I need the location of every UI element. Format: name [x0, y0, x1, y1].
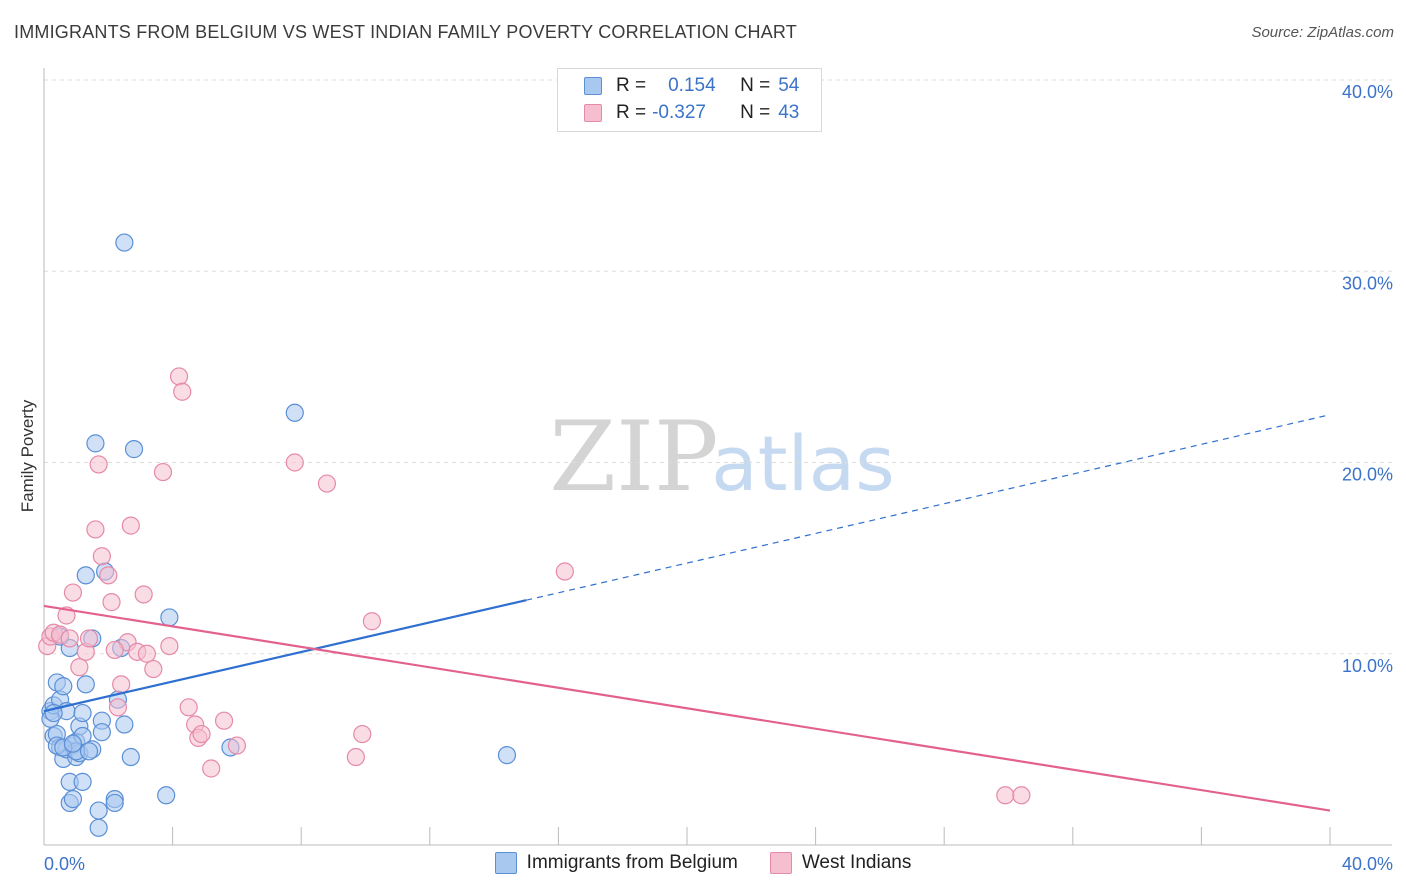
west-indians-point	[227, 736, 246, 755]
west-indians-point	[1012, 786, 1031, 805]
stats-legend: R = 0.154 N = 54 R = -0.327 N = 43	[557, 68, 822, 132]
west-indians-point	[555, 562, 574, 581]
west-indians-point	[214, 711, 234, 730]
belgium-point	[63, 734, 83, 753]
watermark-zip: ZIP	[549, 401, 718, 513]
belgium-point	[86, 434, 105, 453]
belgium-trend-line-extension	[526, 414, 1331, 601]
west-indians-point	[70, 658, 89, 677]
west-indians-point	[317, 474, 337, 493]
watermark-atlas: atlas	[711, 419, 895, 508]
n-value: 54	[778, 75, 800, 96]
y-tick-label: 30.0%	[1342, 273, 1393, 293]
belgium-point	[124, 440, 144, 459]
belgium-point	[89, 801, 108, 820]
west-indians-point	[153, 462, 173, 482]
r-value: 0.154	[668, 75, 716, 96]
n-label: N =	[740, 102, 771, 123]
belgium-point	[115, 233, 134, 252]
belgium-point	[497, 746, 517, 765]
west-indians-point	[60, 629, 79, 648]
belgium-trend-line	[43, 599, 527, 713]
n-label: N =	[740, 75, 771, 96]
y-tick-label: 40.0%	[1342, 82, 1393, 102]
west-indians-point	[92, 547, 111, 566]
west-indians-point	[353, 724, 372, 744]
legend-swatch-west-indians	[584, 104, 602, 122]
west-indians-point	[102, 593, 121, 612]
west-indians-point	[362, 612, 382, 631]
n-value: 43	[778, 102, 800, 123]
west-indians-point	[99, 566, 118, 585]
belgium-point	[115, 715, 134, 734]
west-indians-point	[996, 786, 1015, 805]
stats-legend-row-belgium: R = 0.154 N = 54	[584, 74, 799, 98]
west-indians-point	[79, 629, 99, 648]
x-tick-label: 0.0%	[44, 854, 85, 874]
belgium-point	[121, 747, 140, 767]
belgium-point	[76, 566, 95, 585]
series-legend: Immigrants from Belgium West Indians	[0, 852, 1406, 874]
belgium-point	[105, 793, 124, 813]
west-indians-point	[179, 698, 198, 717]
west-indians-point	[346, 747, 365, 767]
west-indians-point	[134, 585, 153, 604]
stats-legend-row-west-indians: R = -0.327 N = 43	[584, 101, 799, 125]
west-indians-trend-line	[43, 604, 1331, 812]
west-indians-point	[108, 698, 128, 717]
belgium-point	[79, 742, 99, 761]
legend-label-west-indians: West Indians	[801, 852, 912, 873]
legend-item-belgium: Immigrants from Belgium	[494, 852, 738, 874]
west-indians-point	[160, 636, 179, 656]
west-indians-point	[169, 367, 189, 386]
belgium-point	[76, 675, 95, 694]
west-indians-point	[105, 640, 124, 660]
source-label: Source: ZipAtlas.com	[1251, 24, 1394, 41]
belgium-point	[73, 772, 92, 791]
west-indians-point	[89, 455, 108, 474]
west-indians-point	[173, 382, 192, 401]
west-indians-point	[144, 659, 163, 679]
west-indians-point	[86, 520, 105, 539]
west-indians-point	[192, 724, 211, 744]
y-tick-label: 20.0%	[1342, 465, 1393, 485]
r-label: R =	[616, 75, 647, 96]
belgium-point	[160, 608, 179, 627]
legend-swatch-belgium	[584, 77, 602, 95]
west-indians-point	[121, 516, 140, 535]
belgium-point	[89, 818, 108, 837]
r-value: -0.327	[652, 102, 706, 123]
legend-label-belgium: Immigrants from Belgium	[526, 852, 738, 873]
west-indians-point	[285, 453, 304, 472]
belgium-point	[157, 786, 176, 805]
legend-item-west-indians: West Indians	[769, 852, 912, 874]
west-indians-point	[137, 644, 156, 663]
y-tick-label: 10.0%	[1342, 656, 1393, 676]
belgium-point	[63, 789, 83, 809]
legend-swatch-west-indians	[769, 852, 792, 874]
belgium-point	[73, 703, 92, 723]
chart-title: IMMIGRANTS FROM BELGIUM VS WEST INDIAN F…	[14, 22, 797, 42]
west-indians-point	[202, 759, 221, 778]
west-indians-point	[112, 675, 131, 694]
x-tick-label: 40.0%	[1342, 854, 1393, 874]
belgium-point	[54, 677, 73, 696]
belgium-point	[285, 403, 304, 422]
belgium-point	[92, 723, 111, 742]
r-label: R =	[616, 102, 647, 123]
legend-swatch-belgium	[494, 852, 517, 874]
west-indians-point	[63, 583, 83, 602]
